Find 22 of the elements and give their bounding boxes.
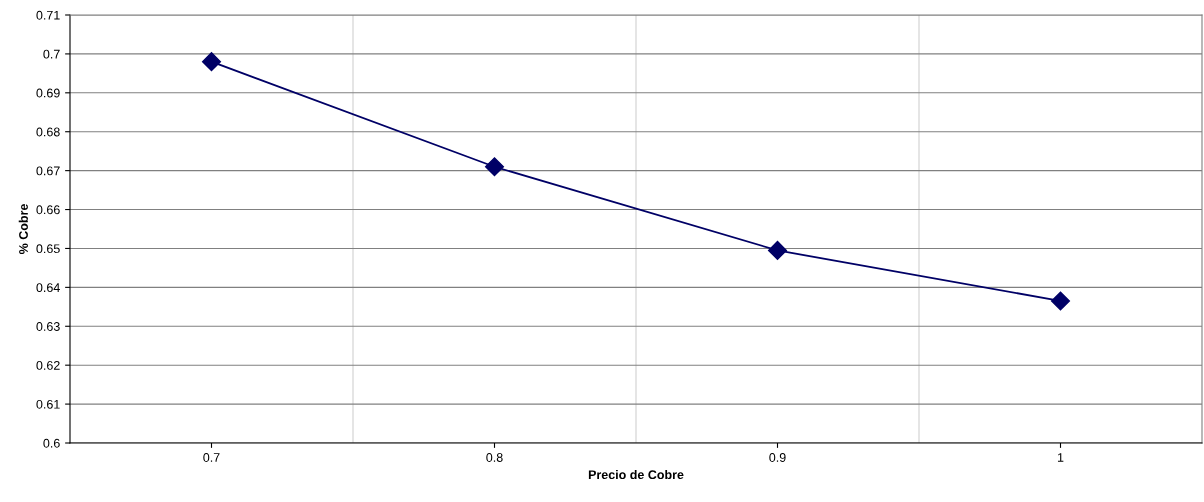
y-tick-label: 0.69 — [36, 88, 60, 98]
y-tick-label: 0.6 — [43, 438, 60, 448]
y-tick-label: 0.68 — [36, 127, 60, 137]
y-tick-label: 0.62 — [36, 360, 60, 370]
y-tick-label: 0.67 — [36, 166, 60, 176]
y-tick-label: 0.61 — [36, 399, 60, 409]
y-axis-title: % Cobre — [18, 204, 28, 255]
x-tick-label: 0.8 — [486, 453, 503, 462]
y-tick-label: 0.7 — [43, 49, 60, 59]
x-tick-label: 1 — [1057, 453, 1064, 462]
point — [201, 52, 222, 72]
y-tick-label: 0.63 — [36, 322, 60, 331]
point — [484, 157, 505, 177]
y-tick-label: 0.66 — [36, 205, 60, 215]
x-tick-label: 0.9 — [769, 453, 786, 462]
x-tick-label: 0.7 — [203, 453, 220, 462]
x-axis-title: Precio de Cobre — [588, 469, 684, 480]
y-tick-label: 0.71 — [36, 10, 60, 20]
point — [1050, 291, 1071, 311]
y-tick-label: 0.64 — [36, 283, 60, 293]
point — [767, 240, 788, 260]
y-tick-label: 0.65 — [36, 244, 60, 254]
